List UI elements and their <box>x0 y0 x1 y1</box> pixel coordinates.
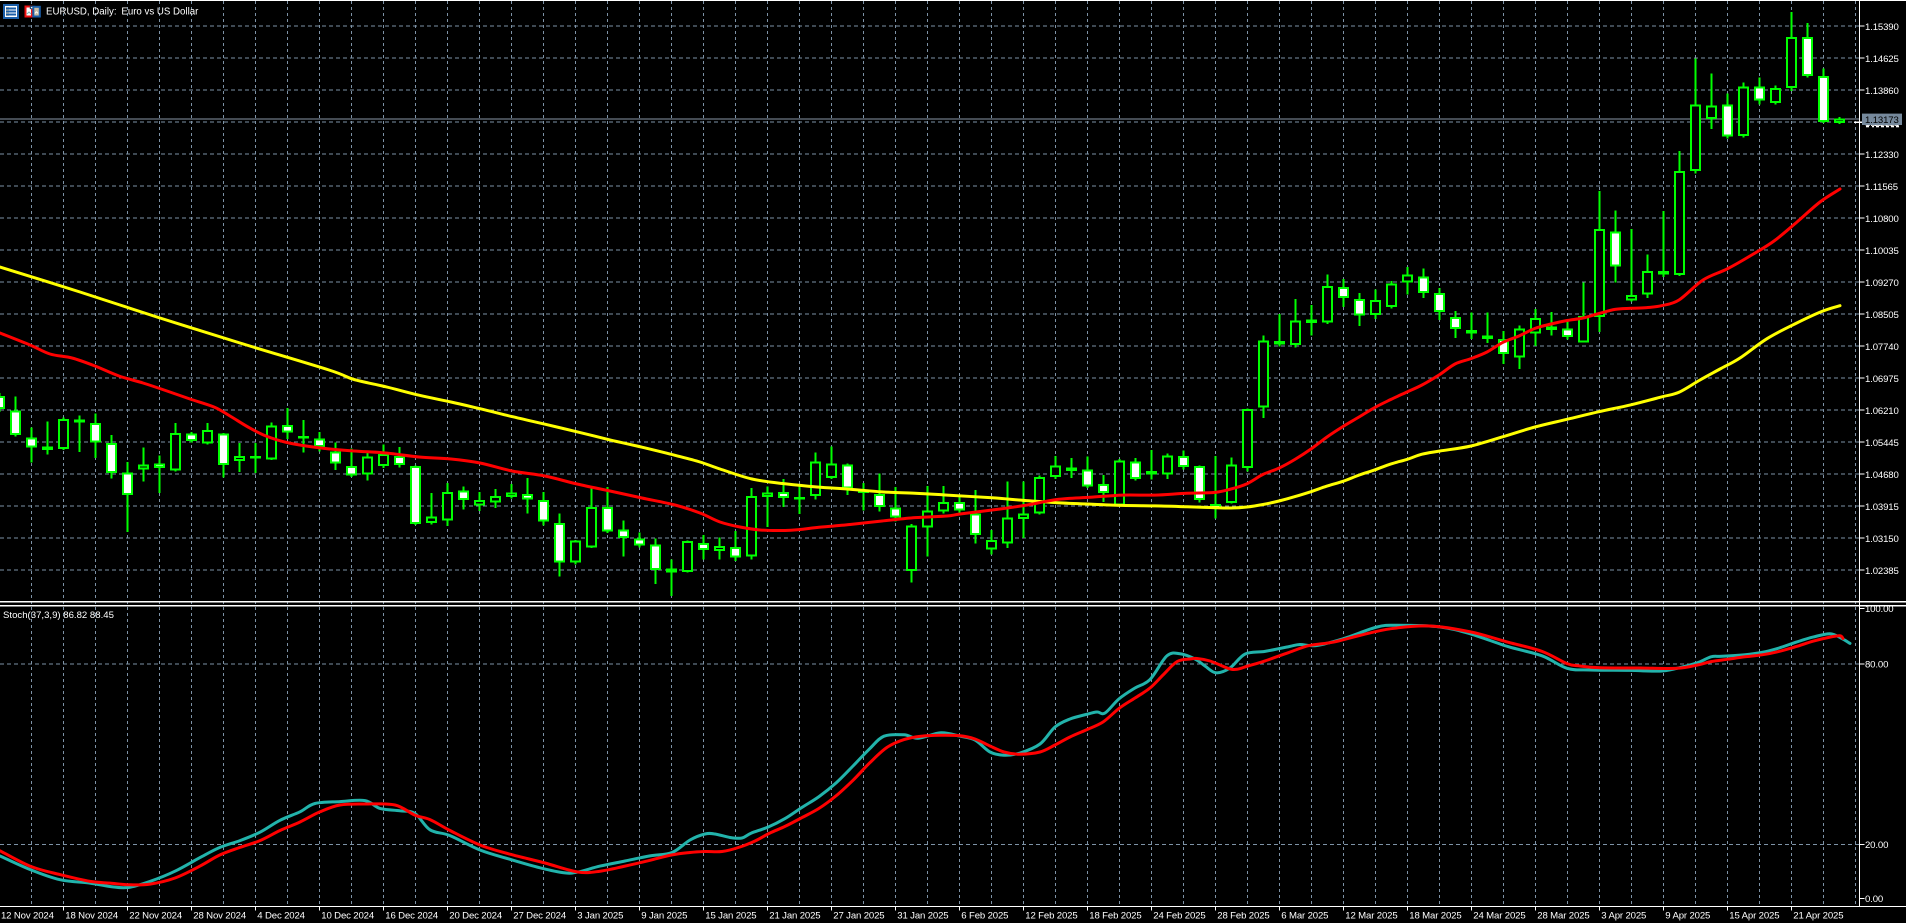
svg-text:12 Nov 2024: 12 Nov 2024 <box>1 911 55 922</box>
svg-text:27 Jan 2025: 27 Jan 2025 <box>833 911 884 922</box>
svg-text:24 Feb 2025: 24 Feb 2025 <box>1153 911 1205 922</box>
svg-text:28 Nov 2024: 28 Nov 2024 <box>193 911 247 922</box>
svg-text:28 Mar 2025: 28 Mar 2025 <box>1537 911 1589 922</box>
svg-text:15 Jan 2025: 15 Jan 2025 <box>705 911 756 922</box>
svg-text:9 Apr 2025: 9 Apr 2025 <box>1665 911 1710 922</box>
svg-text:4 Dec 2024: 4 Dec 2024 <box>257 911 305 922</box>
svg-text:10 Dec 2024: 10 Dec 2024 <box>321 911 375 922</box>
svg-text:1.15390: 1.15390 <box>1865 22 1899 33</box>
svg-text:15 Apr 2025: 15 Apr 2025 <box>1729 911 1779 922</box>
svg-text:18 Mar 2025: 18 Mar 2025 <box>1409 911 1461 922</box>
svg-text:1.04680: 1.04680 <box>1865 470 1899 481</box>
svg-text:3 Apr 2025: 3 Apr 2025 <box>1601 911 1646 922</box>
svg-text:1.03915: 1.03915 <box>1865 502 1899 513</box>
svg-text:1.10035: 1.10035 <box>1865 246 1899 257</box>
svg-text:21 Jan 2025: 21 Jan 2025 <box>769 911 820 922</box>
svg-text:6 Mar 2025: 6 Mar 2025 <box>1281 911 1328 922</box>
svg-text:28 Feb 2025: 28 Feb 2025 <box>1217 911 1269 922</box>
svg-text:22 Nov 2024: 22 Nov 2024 <box>129 911 183 922</box>
svg-text:1.05445: 1.05445 <box>1865 438 1899 449</box>
svg-text:6 Feb 2025: 6 Feb 2025 <box>961 911 1008 922</box>
svg-text:1.13860: 1.13860 <box>1865 86 1899 97</box>
svg-text:3 Jan 2025: 3 Jan 2025 <box>577 911 623 922</box>
svg-text:9 Jan 2025: 9 Jan 2025 <box>641 911 687 922</box>
svg-text:EURUSD, Daily: Euro vs US Doll: EURUSD, Daily: Euro vs US Dollar <box>46 7 199 18</box>
svg-text:1.13173: 1.13173 <box>1865 115 1899 126</box>
svg-text:1.07740: 1.07740 <box>1865 342 1899 353</box>
svg-text:18 Nov 2024: 18 Nov 2024 <box>65 911 119 922</box>
svg-text:12 Feb 2025: 12 Feb 2025 <box>1025 911 1077 922</box>
svg-text:1.03150: 1.03150 <box>1865 534 1899 545</box>
svg-text:100.00: 100.00 <box>1865 604 1893 615</box>
svg-text:20.00: 20.00 <box>1865 840 1888 851</box>
svg-text:31 Jan 2025: 31 Jan 2025 <box>897 911 948 922</box>
svg-text:1.14625: 1.14625 <box>1865 54 1899 65</box>
svg-text:Stoch(37,3,9) 86.82 88.45: Stoch(37,3,9) 86.82 88.45 <box>3 610 114 621</box>
svg-text:0.00: 0.00 <box>1865 894 1883 905</box>
svg-text:1.08505: 1.08505 <box>1865 310 1899 321</box>
svg-text:18 Feb 2025: 18 Feb 2025 <box>1089 911 1141 922</box>
svg-text:20 Dec 2024: 20 Dec 2024 <box>449 911 503 922</box>
svg-text:16 Dec 2024: 16 Dec 2024 <box>385 911 439 922</box>
svg-text:80.00: 80.00 <box>1865 660 1888 671</box>
svg-text:1.06975: 1.06975 <box>1865 374 1899 385</box>
svg-text:27 Dec 2024: 27 Dec 2024 <box>513 911 567 922</box>
svg-text:1.11565: 1.11565 <box>1865 182 1898 193</box>
svg-text:21 Apr 2025: 21 Apr 2025 <box>1793 911 1843 922</box>
svg-text:12 Mar 2025: 12 Mar 2025 <box>1345 911 1397 922</box>
svg-text:1.10800: 1.10800 <box>1865 214 1899 225</box>
svg-text:1.09270: 1.09270 <box>1865 278 1899 289</box>
svg-text:1.12330: 1.12330 <box>1865 150 1899 161</box>
svg-text:24 Mar 2025: 24 Mar 2025 <box>1473 911 1525 922</box>
svg-text:1.06210: 1.06210 <box>1865 406 1899 417</box>
svg-text:1.02385: 1.02385 <box>1865 566 1899 577</box>
